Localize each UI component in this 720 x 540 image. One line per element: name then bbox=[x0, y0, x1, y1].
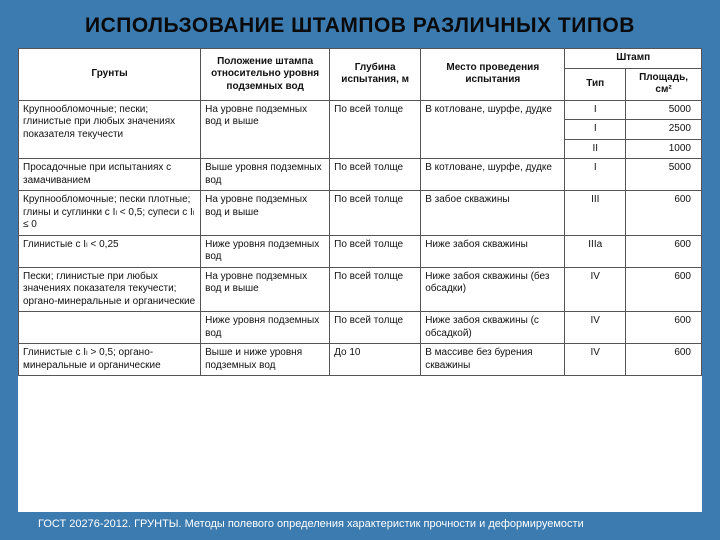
footer-caption: ГОСТ 20276-2012. ГРУНТЫ. Методы полевого… bbox=[18, 518, 702, 530]
cell-area: 600 bbox=[626, 191, 702, 236]
cell-c3: По всей толще bbox=[330, 235, 421, 267]
cell-area: 1000 bbox=[626, 139, 702, 159]
cell-type: IIIа bbox=[565, 235, 626, 267]
cell-c1: Глинистые с Iₗ > 0,5; органо-минеральные… bbox=[19, 344, 201, 376]
cell-area: 600 bbox=[626, 312, 702, 344]
stamps-table: Грунты Положение штампа относительно уро… bbox=[18, 48, 702, 376]
th-area: Площадь, см² bbox=[626, 68, 702, 100]
cell-type: I bbox=[565, 159, 626, 191]
cell-c2: Выше уровня подземных вод bbox=[201, 159, 330, 191]
cell-area: 600 bbox=[626, 235, 702, 267]
cell-type: II bbox=[565, 139, 626, 159]
cell-c3: По всей толще bbox=[330, 312, 421, 344]
th-soils: Грунты bbox=[19, 49, 201, 101]
cell-c2: На уровне подземных вод и выше bbox=[201, 267, 330, 312]
table-container: Грунты Положение штампа относительно уро… bbox=[18, 48, 702, 512]
cell-c4: В котловане, шурфе, дудке bbox=[421, 100, 565, 159]
table-row: Ниже уровня подземных водПо всей толщеНи… bbox=[19, 312, 702, 344]
cell-c3: По всей толще bbox=[330, 100, 421, 159]
table-body: Крупнообломочные; пески; глинистые при л… bbox=[19, 100, 702, 376]
th-depth: Глубина испытания, м bbox=[330, 49, 421, 101]
table-row: Крупнообломочные; пески плотные; глины и… bbox=[19, 191, 702, 236]
cell-c1: Глинистые с Iₗ < 0,25 bbox=[19, 235, 201, 267]
table-row: Крупнообломочные; пески; глинистые при л… bbox=[19, 100, 702, 120]
table-row: Глинистые с Iₗ < 0,25Ниже уровня подземн… bbox=[19, 235, 702, 267]
table-row: Глинистые с Iₗ > 0,5; органо-минеральные… bbox=[19, 344, 702, 376]
cell-c2: Выше и ниже уровня подземных вод bbox=[201, 344, 330, 376]
table-row: Просадочные при испытаниях с замачивание… bbox=[19, 159, 702, 191]
th-type: Тип bbox=[565, 68, 626, 100]
cell-c3: По всей толще bbox=[330, 191, 421, 236]
cell-area: 5000 bbox=[626, 100, 702, 120]
cell-c2: Ниже уровня подземных вод bbox=[201, 235, 330, 267]
table-head: Грунты Положение штампа относительно уро… bbox=[19, 49, 702, 101]
cell-c2: На уровне подземных вод и выше bbox=[201, 100, 330, 159]
cell-c4: Ниже забоя скважины (с обсадкой) bbox=[421, 312, 565, 344]
cell-area: 600 bbox=[626, 267, 702, 312]
th-stamp: Штамп bbox=[565, 49, 702, 69]
slide-title: ИСПОЛЬЗОВАНИЕ ШТАМПОВ РАЗЛИЧНЫХ ТИПОВ bbox=[18, 14, 702, 38]
cell-c2: На уровне подземных вод и выше bbox=[201, 191, 330, 236]
cell-c4: В забое скважины bbox=[421, 191, 565, 236]
cell-c1: Просадочные при испытаниях с замачивание… bbox=[19, 159, 201, 191]
cell-c4: В котловане, шурфе, дудке bbox=[421, 159, 565, 191]
cell-c1 bbox=[19, 312, 201, 344]
cell-c3: По всей толще bbox=[330, 267, 421, 312]
cell-c2: Ниже уровня подземных вод bbox=[201, 312, 330, 344]
cell-type: I bbox=[565, 120, 626, 140]
cell-type: I bbox=[565, 100, 626, 120]
cell-c3: По всей толще bbox=[330, 159, 421, 191]
cell-type: III bbox=[565, 191, 626, 236]
cell-c1: Крупнообломочные; пески; глинистые при л… bbox=[19, 100, 201, 159]
cell-c3: До 10 bbox=[330, 344, 421, 376]
cell-c1: Пески; глинистые при любых значениях пок… bbox=[19, 267, 201, 312]
cell-c4: В массиве без бурения скважины bbox=[421, 344, 565, 376]
slide: ИСПОЛЬЗОВАНИЕ ШТАМПОВ РАЗЛИЧНЫХ ТИПОВ Гр… bbox=[0, 0, 720, 540]
cell-area: 5000 bbox=[626, 159, 702, 191]
cell-type: IV bbox=[565, 267, 626, 312]
cell-c1: Крупнообломочные; пески плотные; глины и… bbox=[19, 191, 201, 236]
cell-c4: Ниже забоя скважины bbox=[421, 235, 565, 267]
th-place: Место проведения испытания bbox=[421, 49, 565, 101]
cell-area: 2500 bbox=[626, 120, 702, 140]
table-row: Пески; глинистые при любых значениях пок… bbox=[19, 267, 702, 312]
th-position: Положение штампа относительно уровня под… bbox=[201, 49, 330, 101]
cell-area: 600 bbox=[626, 344, 702, 376]
cell-type: IV bbox=[565, 344, 626, 376]
cell-c4: Ниже забоя скважины (без обсадки) bbox=[421, 267, 565, 312]
cell-type: IV bbox=[565, 312, 626, 344]
